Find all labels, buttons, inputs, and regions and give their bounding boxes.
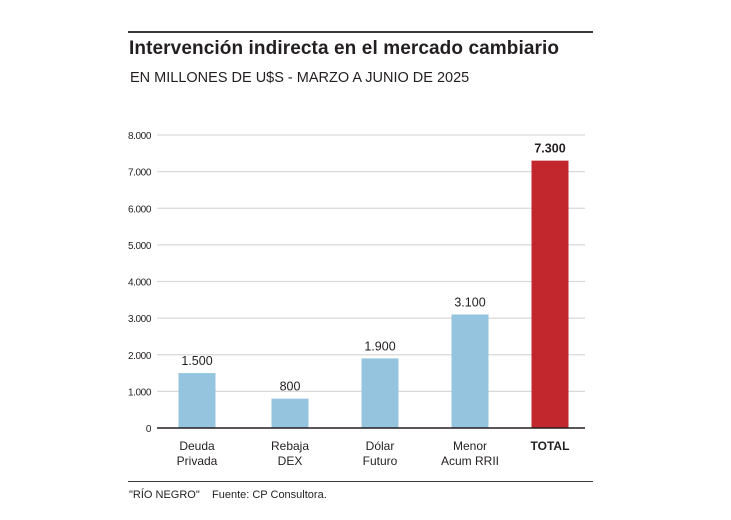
bottom-rule	[128, 481, 593, 482]
y-axis-ticks: 0 1.000 2.000 3.000 4.000 5.000 6.000 7.000 8.00…	[128, 131, 152, 435]
y-tick-label: 1.000	[128, 387, 152, 398]
x-tick-label: Acum RRII	[441, 454, 499, 468]
x-tick-label: Deuda	[179, 439, 215, 453]
bar-chart: 0 1.000 2.000 3.000 4.000 5.000 6.000 7.000 8.00…	[128, 131, 585, 468]
bar	[361, 358, 399, 428]
y-tick-label: 5.000	[128, 241, 152, 252]
bar	[451, 314, 489, 428]
value-label: 1.500	[181, 354, 212, 368]
bars	[178, 160, 569, 428]
x-tick-label: TOTAL	[531, 439, 570, 453]
value-labels: 1.500 800 1.900 3.100 7.300	[181, 142, 565, 394]
y-tick-label: 7.000	[128, 168, 152, 179]
footer-brand: "RÍO NEGRO"	[129, 489, 200, 501]
bar-total	[531, 160, 569, 428]
x-tick-label: Rebaja	[271, 439, 309, 453]
value-label: 3.100	[454, 295, 485, 309]
y-tick-label: 8.000	[128, 131, 152, 142]
top-rule	[128, 31, 593, 33]
y-tick-label: 4.000	[128, 278, 152, 289]
value-label: 800	[280, 380, 301, 394]
value-label: 1.900	[364, 339, 395, 353]
bar	[271, 398, 309, 428]
bar	[178, 373, 216, 428]
chart-title: Intervención indirecta en el mercado cam…	[129, 38, 560, 59]
x-tick-label: Futuro	[363, 454, 398, 468]
y-tick-label: 6.000	[128, 204, 152, 215]
footer-source: Fuente: CP Consultora.	[212, 489, 327, 501]
chart-subtitle: EN MILLONES DE U$S - MARZO A JUNIO DE 20…	[130, 70, 470, 86]
x-tick-label: Menor	[453, 439, 487, 453]
y-tick-label: 2.000	[128, 351, 152, 362]
x-tick-label: Privada	[177, 454, 218, 468]
x-tick-label: Dólar	[366, 439, 395, 453]
y-tick-label: 3.000	[128, 314, 152, 325]
y-tick-label: 0	[146, 424, 152, 435]
x-tick-label: DEX	[278, 454, 303, 468]
value-label: 7.300	[534, 142, 565, 156]
